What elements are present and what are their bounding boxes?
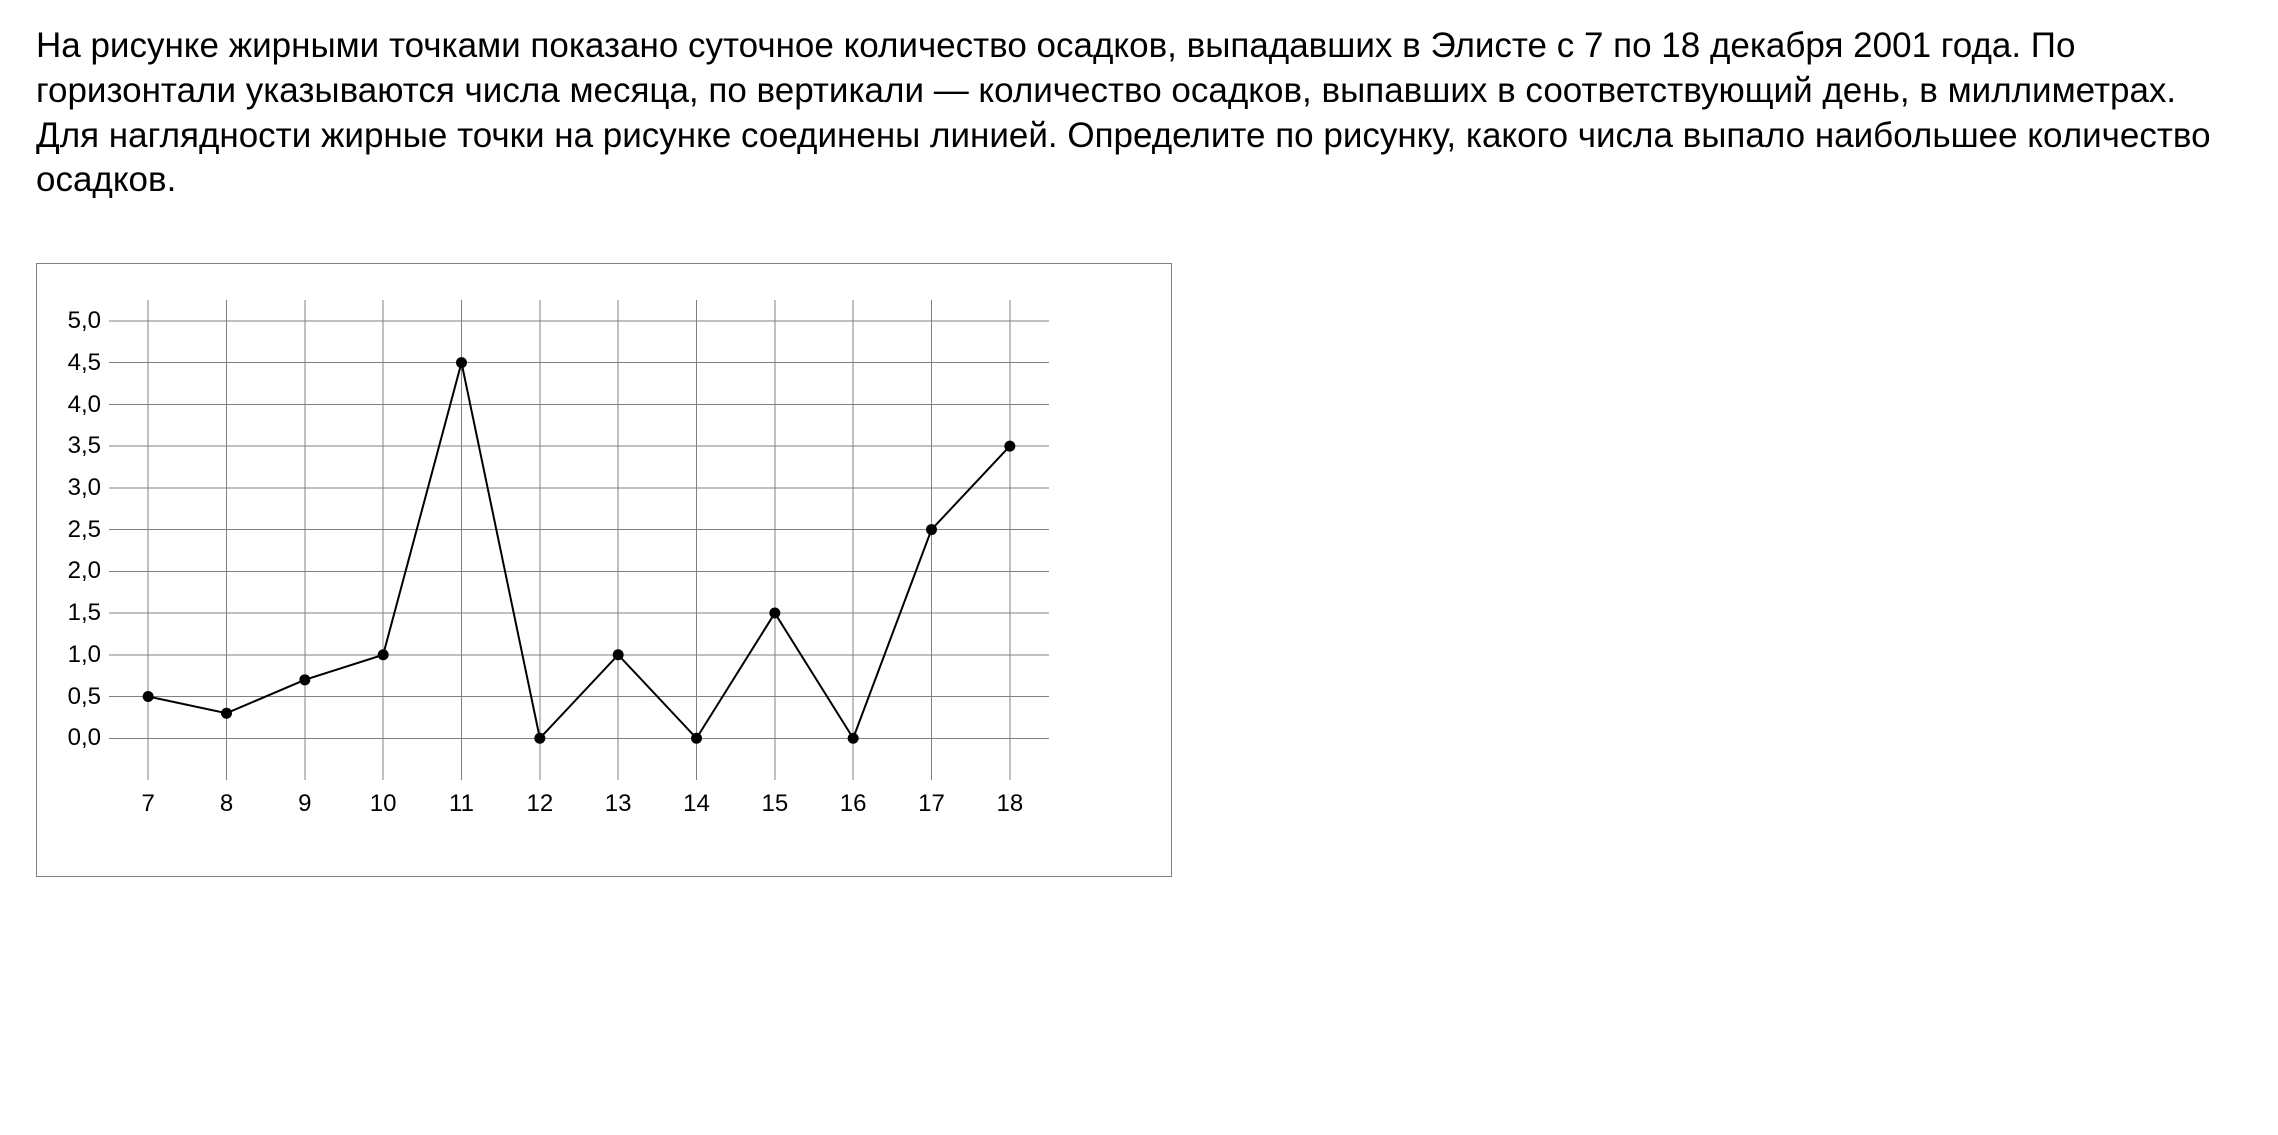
data-point (299, 675, 310, 686)
data-point (848, 733, 859, 744)
x-tick-label: 7 (141, 780, 154, 818)
y-tick-label: 5,0 (68, 307, 109, 335)
x-tick-label: 9 (298, 780, 311, 818)
plot-area: 0,00,51,01,52,02,53,03,54,04,55,07891011… (109, 300, 1049, 780)
y-tick-label: 2,5 (68, 516, 109, 544)
data-line (148, 363, 1010, 739)
x-tick-label: 13 (605, 780, 632, 818)
y-tick-label: 1,0 (68, 641, 109, 669)
chart-container: 0,0 0,5 1,0 1,5 2,0 2,5 3,0 3,5 4,0 4,5 5,0 7 8 9 10 11… (36, 263, 2242, 877)
x-tick-label: 10 (370, 780, 397, 818)
y-tick-label: 3,0 (68, 474, 109, 502)
data-point (769, 608, 780, 619)
grid (109, 300, 1049, 780)
data-point (221, 708, 232, 719)
x-tick-label: 12 (526, 780, 553, 818)
y-tick-label: 0,0 (68, 724, 109, 752)
y-tick-label: 2,0 (68, 557, 109, 585)
data-point (1004, 441, 1015, 452)
y-tick-label: 0,5 (68, 683, 109, 711)
y-tick-label: 1,5 (68, 599, 109, 627)
data-point (613, 649, 624, 660)
data-point (926, 524, 937, 535)
data-point (534, 733, 545, 744)
x-tick-label: 11 (449, 780, 474, 818)
data-point (456, 357, 467, 368)
y-tick-label: 4,5 (68, 349, 109, 377)
chart-svg (109, 300, 1049, 780)
x-tick-label: 14 (683, 780, 710, 818)
y-tick-label: 3,5 (68, 432, 109, 460)
x-tick-label: 17 (918, 780, 945, 818)
data-point (691, 733, 702, 744)
x-tick-label: 16 (840, 780, 867, 818)
data-point (378, 649, 389, 660)
data-point (143, 691, 154, 702)
x-tick-label: 18 (996, 780, 1023, 818)
problem-text: На рисунке жирными точками показано суто… (36, 24, 2236, 203)
x-tick-label: 8 (220, 780, 233, 818)
x-tick-label: 15 (761, 780, 788, 818)
data-points (143, 357, 1016, 744)
page: { "problem_text": "На рисунке жирными то… (0, 0, 2278, 1135)
y-tick-label: 4,0 (68, 391, 109, 419)
chart-border: 0,0 0,5 1,0 1,5 2,0 2,5 3,0 3,5 4,0 4,5 5,0 7 8 9 10 11… (36, 263, 1172, 877)
